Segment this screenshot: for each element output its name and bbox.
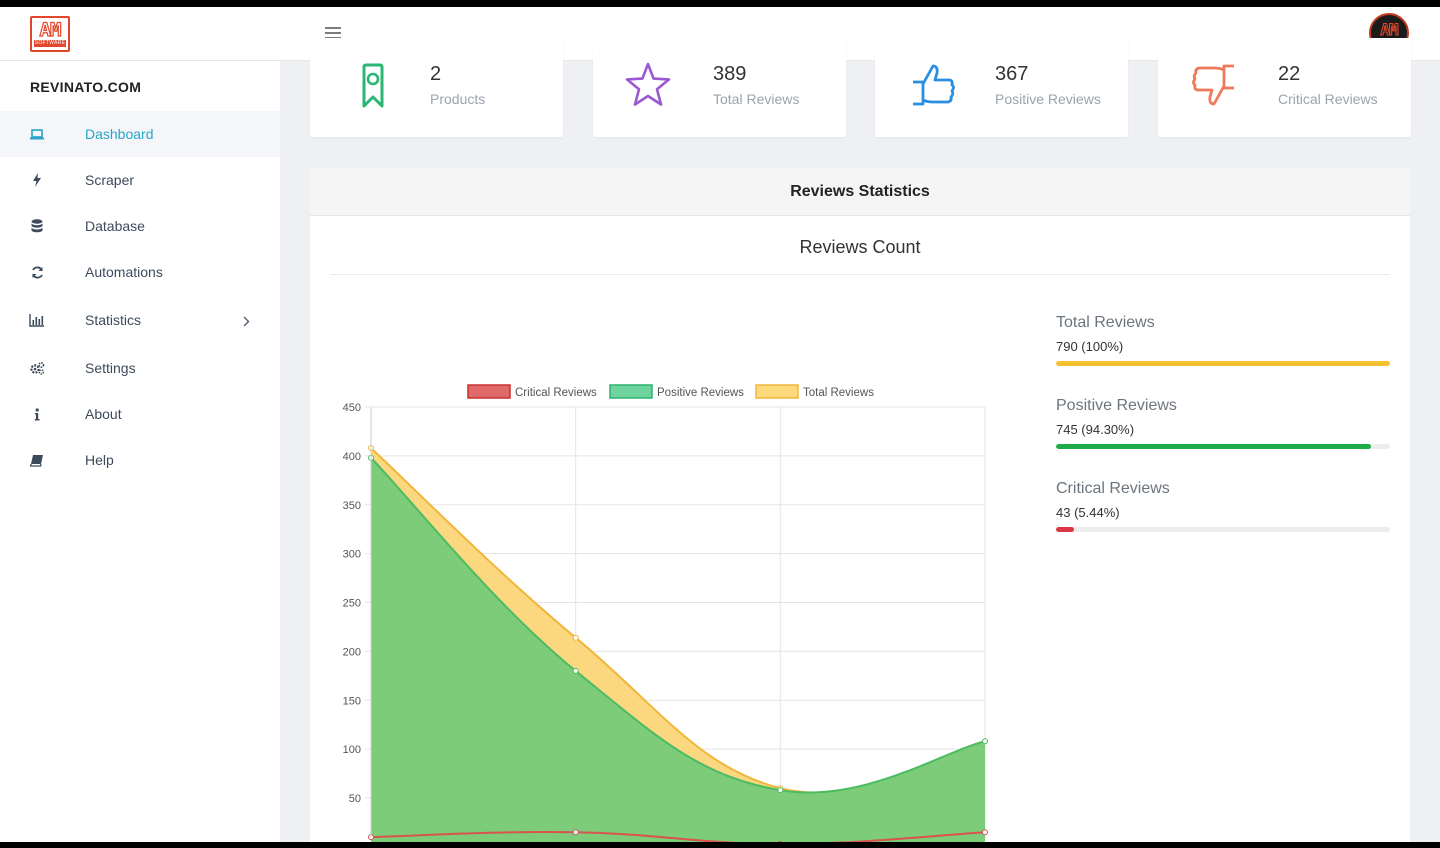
badge-icon [348, 60, 398, 110]
sidebar-item-label: Database [85, 218, 145, 234]
sidebar-item-scraper[interactable]: Scraper [0, 157, 280, 203]
y-tick-label: 350 [343, 500, 361, 512]
sidebar-item-label: Settings [85, 360, 136, 376]
progress-title: Total Reviews [1056, 314, 1155, 331]
progress-fill [1056, 361, 1390, 366]
thumbs-up-icon [909, 60, 959, 110]
sidebar-item-label: Statistics [85, 312, 142, 328]
reviews-statistics-panel: Reviews Statistics Reviews Count 50 100 15… [310, 168, 1410, 842]
company-logo[interactable]: AM SOFTWARE [30, 16, 70, 52]
data-point [982, 738, 988, 745]
divider [330, 274, 1390, 275]
logo-text: AM [39, 19, 62, 41]
chevron-right-icon [243, 314, 250, 332]
sidebar: REVINATO.COM Dashboard Scraper Database [0, 61, 280, 842]
y-tick-label: 400 [343, 451, 361, 463]
legend-swatch [467, 384, 511, 399]
y-tick-label: 200 [343, 646, 361, 658]
legend-swatch [609, 384, 653, 399]
bar-chart-icon [29, 312, 45, 328]
sidebar-item-label: Scraper [85, 172, 135, 188]
site-brand: REVINATO.COM [30, 79, 142, 95]
info-icon [29, 406, 45, 422]
progress-track [1056, 361, 1390, 366]
products-label: Products [430, 91, 486, 107]
positive-reviews-count: 367 [995, 63, 1029, 85]
y-tick-label: 450 [343, 402, 361, 414]
sidebar-item-dashboard[interactable]: Dashboard [0, 111, 280, 157]
critical-reviews-label: Critical Reviews [1278, 91, 1378, 107]
data-point [777, 787, 784, 794]
sidebar-item-about[interactable]: About [0, 391, 280, 437]
y-tick-label: 300 [343, 549, 361, 561]
y-tick-label: 100 [343, 744, 361, 756]
refresh-icon [29, 264, 45, 280]
products-count: 2 [430, 63, 442, 85]
legend-label: Critical Reviews [515, 387, 597, 399]
sidebar-item-automations[interactable]: Automations [0, 249, 280, 295]
progress-value: 790 (100%) [1056, 339, 1124, 354]
panel-title: Reviews Statistics [310, 168, 1410, 216]
total-reviews-label: Total Reviews [713, 91, 800, 107]
total-reviews-count: 389 [713, 63, 747, 85]
progress-value: 43 (5.44%) [1056, 505, 1120, 520]
sidebar-item-label: Dashboard [85, 126, 154, 142]
total-reviews-card[interactable]: 389 Total Reviews [593, 38, 846, 137]
logo-subtext: SOFTWARE [34, 40, 66, 47]
y-tick-label: 50 [349, 793, 361, 805]
sidebar-item-database[interactable]: Database [0, 203, 280, 249]
legend-swatch [755, 384, 799, 399]
book-icon [29, 452, 45, 468]
cogs-icon [29, 360, 45, 376]
series-line [370, 830, 986, 842]
sidebar-item-label: About [85, 406, 122, 422]
data-point [572, 829, 579, 836]
progress-title: Critical Reviews [1056, 480, 1170, 497]
sidebar-item-help[interactable]: Help [0, 437, 280, 483]
y-tick-label: 250 [343, 598, 361, 610]
progress-track [1056, 527, 1390, 532]
positive-reviews-label: Positive Reviews [995, 91, 1101, 107]
database-icon [29, 218, 45, 234]
sidebar-item-label: Help [85, 452, 114, 468]
series-line [370, 457, 986, 794]
data-point [572, 634, 579, 641]
laptop-icon [29, 126, 45, 142]
progress-value: 745 (94.30%) [1056, 422, 1135, 437]
critical-reviews-progress: Critical Reviews 43 (5.44%) [1056, 480, 1390, 532]
progress-fill [1056, 527, 1075, 532]
progress-title: Positive Reviews [1056, 397, 1177, 414]
sidebar-nav: Dashboard Scraper Database Automations [0, 111, 280, 483]
data-point [778, 840, 783, 842]
thumbs-down-icon [1188, 60, 1238, 110]
critical-reviews-card[interactable]: 22 Critical Reviews [1158, 38, 1411, 137]
series-area [371, 457, 985, 842]
legend-label: Positive Reviews [657, 387, 744, 399]
bolt-icon [29, 172, 45, 188]
sidebar-item-statistics[interactable]: Statistics [0, 295, 280, 345]
chart-title: Reviews Count [799, 237, 921, 257]
positive-reviews-card[interactable]: 367 Positive Reviews [875, 38, 1128, 137]
y-tick-label: 150 [343, 695, 361, 707]
reviews-count-chart: 50 100 150 200 250 300 350 400 450 Critical Revie… [343, 384, 988, 842]
progress-fill [1056, 444, 1371, 449]
progress-track [1056, 444, 1390, 449]
data-point [572, 667, 579, 674]
critical-reviews-count: 22 [1278, 63, 1301, 85]
total-reviews-progress: Total Reviews 790 (100%) [1056, 314, 1390, 366]
legend-label: Total Reviews [803, 387, 874, 399]
sidebar-item-settings[interactable]: Settings [0, 345, 280, 391]
positive-reviews-progress: Positive Reviews 745 (94.30%) [1056, 397, 1390, 449]
sidebar-item-label: Automations [85, 264, 163, 280]
products-card[interactable]: 2 Products [310, 38, 563, 137]
data-point [982, 829, 988, 836]
star-icon [623, 60, 673, 110]
avatar-text: AM [1380, 20, 1399, 39]
app-frame: AM SOFTWARE AM REVINATO.COM Dashboard [0, 7, 1440, 842]
